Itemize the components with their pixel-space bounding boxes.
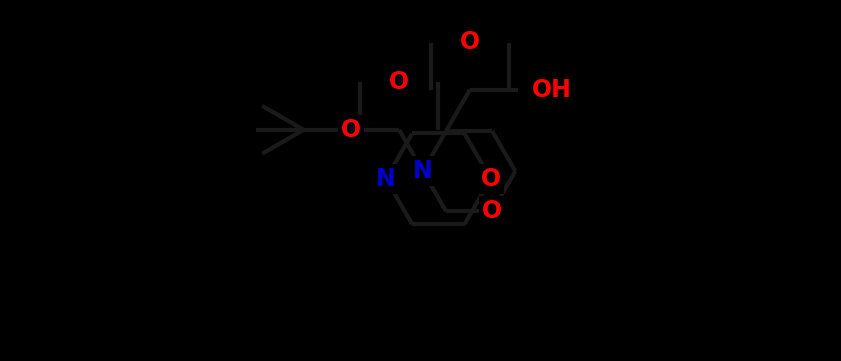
Text: N: N xyxy=(376,167,396,191)
Text: O: O xyxy=(341,118,362,142)
Text: O: O xyxy=(482,199,502,223)
Text: N: N xyxy=(413,159,433,183)
Text: O: O xyxy=(389,70,409,94)
Text: O: O xyxy=(480,167,500,191)
Text: O: O xyxy=(460,30,480,54)
Text: OH: OH xyxy=(532,78,571,102)
